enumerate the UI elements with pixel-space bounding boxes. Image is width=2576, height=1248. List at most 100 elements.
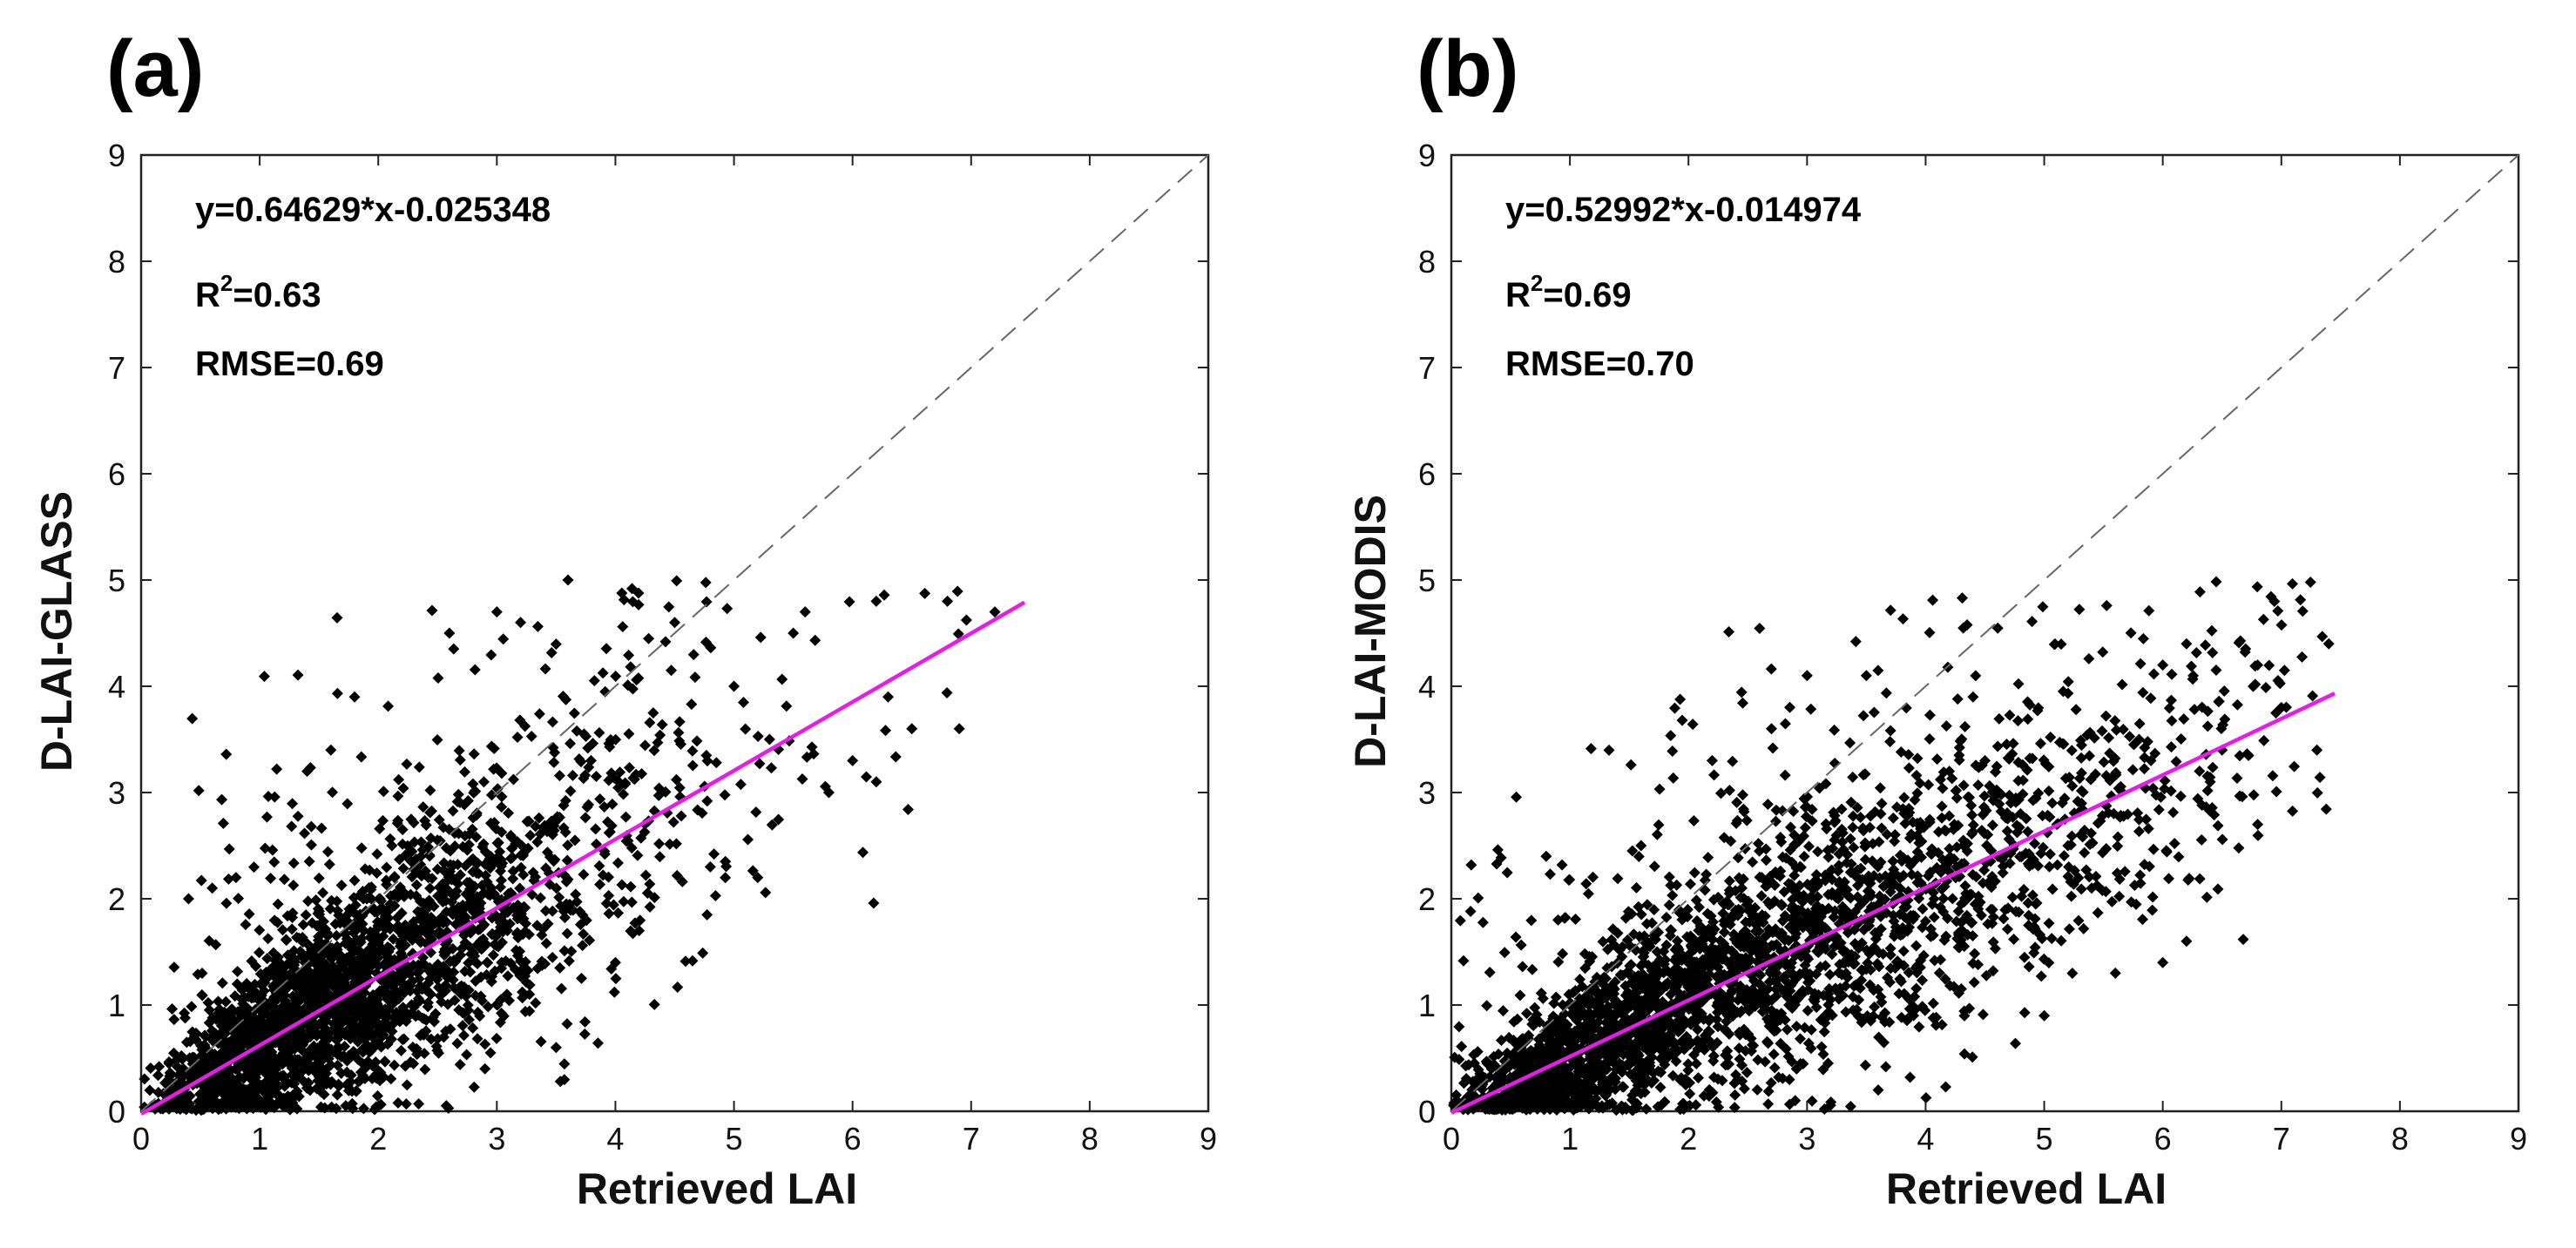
- panel-a-data-point: [431, 1044, 443, 1056]
- panel-a-x-tick-label: 1: [251, 1121, 268, 1157]
- panel-a-data-point: [691, 735, 703, 747]
- panel-a-data-point: [144, 1084, 156, 1096]
- panel-a-data-point: [534, 892, 546, 904]
- panel-a-data-point: [377, 786, 389, 798]
- panel-a-y-tick-label: 4: [108, 669, 125, 705]
- panel-a-data-point: [471, 1033, 483, 1045]
- panel-a-data-point: [490, 1032, 503, 1044]
- panel-a-data-point: [288, 1053, 301, 1065]
- panel-a-data-point: [423, 977, 435, 989]
- panel-a-data-point: [491, 783, 504, 795]
- panel-a-data-point: [541, 847, 553, 859]
- panel-a-data-point: [565, 738, 577, 750]
- panel-a-data-point: [530, 997, 542, 1009]
- panel-a-data-point: [546, 905, 558, 917]
- panel-a-data-point: [546, 716, 558, 728]
- panel-a-data-point: [675, 810, 687, 822]
- panel-a-data-point: [530, 820, 542, 833]
- panel-a-data-point: [554, 961, 566, 974]
- panel-a-data-point: [696, 807, 708, 820]
- panel-a-data-point: [303, 855, 315, 867]
- panel-a-data-point: [223, 843, 235, 855]
- panel-a-data-point: [672, 981, 684, 993]
- panel-a-data-point: [648, 745, 660, 757]
- panel-a-data-point: [721, 603, 734, 615]
- panel-a-x-tick-label: 7: [963, 1121, 980, 1157]
- panel-a-data-point: [271, 763, 283, 775]
- panel-a-data-point: [454, 1058, 466, 1070]
- panel-a-data-point: [152, 1086, 165, 1098]
- panel-a-data-point: [479, 1038, 491, 1050]
- panel-a-data-point: [305, 839, 317, 851]
- panel-a-data-point: [604, 741, 616, 753]
- panel-a-data-point: [809, 634, 821, 646]
- panel-a-data-point: [773, 813, 785, 826]
- panel-a-data-point: [153, 1061, 166, 1073]
- panel-a-data-point: [260, 811, 273, 823]
- panel-a-data-point: [417, 952, 429, 964]
- panel-a-data-point: [193, 785, 205, 797]
- panel-a-data-point: [468, 947, 480, 959]
- panel-a-data-point: [179, 1012, 192, 1024]
- panel-a-data-point: [396, 907, 408, 919]
- panel-a-data-point: [540, 937, 552, 949]
- panel-a-r2-prefix: R: [195, 276, 220, 314]
- panel-a-data-point: [222, 1009, 234, 1022]
- panel-a-data-point: [453, 1004, 465, 1016]
- panel-a-data-point: [453, 745, 465, 757]
- panel-a-data-point: [253, 947, 265, 959]
- panel-a-data-point: [302, 1064, 314, 1076]
- panel-a-data-point: [172, 1061, 184, 1073]
- panel-a-data-point: [506, 851, 518, 863]
- panel-a-data-point: [196, 988, 208, 1001]
- panel-a-plot-area: [139, 153, 1210, 1116]
- panel-a-data-point: [281, 957, 294, 969]
- panel-a-x-tick-label: 5: [726, 1121, 743, 1157]
- panel-a-x-tick-label: 3: [488, 1121, 505, 1157]
- panel-a-data-point: [467, 1022, 479, 1034]
- panel-a-data-point: [330, 1046, 342, 1058]
- panel-a-data-point: [394, 853, 406, 866]
- panel-a-data-point: [379, 1056, 391, 1068]
- panel-a-data-point: [278, 874, 290, 886]
- panel-a-data-point: [424, 918, 436, 930]
- panel-a-data-point: [371, 848, 383, 860]
- panel-a-data-point: [452, 788, 464, 800]
- panel-a-data-point: [377, 814, 389, 826]
- panel-a-data-point: [357, 1103, 369, 1115]
- panel-a-data-point: [484, 850, 497, 862]
- panel-a-data-point: [397, 862, 409, 874]
- panel-a-data-point: [594, 793, 606, 806]
- panel-a-data-point: [490, 999, 503, 1011]
- panel-a-data-point: [571, 896, 583, 908]
- panel-a-data-point: [203, 934, 215, 947]
- panel-a-data-point: [612, 775, 625, 787]
- panel-a-data-point: [311, 1061, 323, 1073]
- panel-a-data-point: [355, 751, 368, 763]
- panel-a-data-point: [597, 869, 609, 881]
- panel-a-data-point: [524, 829, 537, 841]
- panel-a-data-point: [443, 1102, 455, 1114]
- panel-a-data-point: [568, 707, 580, 719]
- panel-a-data-point: [531, 962, 544, 975]
- panel-a-data-point: [495, 874, 507, 887]
- panel-a-data-point: [673, 781, 686, 793]
- panel-a-data-point: [410, 879, 423, 891]
- panel-a-data-point: [578, 868, 590, 880]
- panel-a-data-point: [570, 888, 582, 901]
- panel-a-data-point: [670, 838, 682, 850]
- panel-a-data-point: [168, 961, 180, 974]
- panel-a-data-point: [331, 1089, 343, 1101]
- panel-a-data-point: [482, 957, 494, 969]
- panel-a-data-point: [267, 844, 279, 856]
- panel-a-data-point: [248, 861, 260, 874]
- panel-a-data-point: [628, 773, 640, 786]
- panel-a-data-point: [671, 869, 683, 881]
- panel-a-data-point: [648, 892, 660, 904]
- panel-a-data-point: [400, 1098, 412, 1110]
- panel-a-data-point: [485, 789, 497, 801]
- panel-a-data-point: [262, 933, 274, 945]
- panel-a-data-point: [558, 912, 571, 924]
- panel-a-data-point: [641, 887, 653, 899]
- panel-a-data-point: [578, 1028, 591, 1040]
